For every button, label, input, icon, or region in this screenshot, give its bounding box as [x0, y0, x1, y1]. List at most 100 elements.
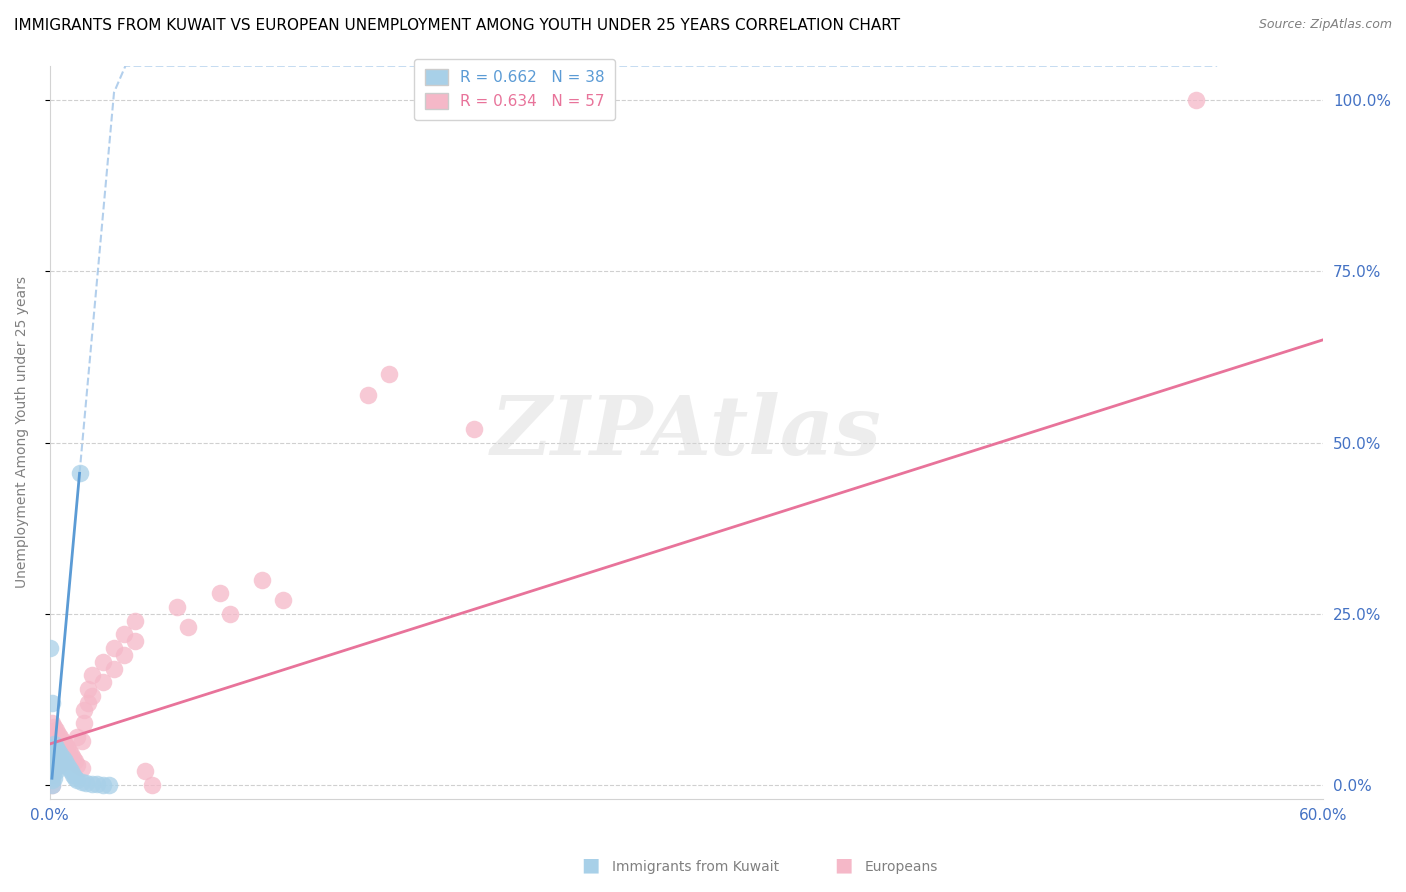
Point [62, 750, 84, 764]
Point [53, 750, 76, 764]
Point [357, 387, 380, 401]
Point [41, 747, 63, 762]
Point [38, 640, 60, 655]
Point [42, 761, 65, 775]
Point [141, 778, 163, 792]
Point [41, 772, 63, 787]
Point [65, 754, 87, 768]
Point [103, 640, 125, 655]
Point [42, 720, 65, 734]
Point [42, 737, 65, 751]
Point [378, 367, 401, 381]
Point [42, 744, 65, 758]
Point [41, 778, 63, 792]
Point [41, 744, 63, 758]
Point [52, 733, 75, 747]
Point [46, 750, 69, 764]
Point [463, 422, 485, 436]
Text: Source: ZipAtlas.com: Source: ZipAtlas.com [1258, 18, 1392, 31]
Point [53, 754, 76, 768]
Point [112, 627, 135, 641]
Point [177, 620, 200, 634]
Point [1185, 93, 1208, 107]
Point [58, 744, 80, 758]
Point [124, 634, 146, 648]
Point [53, 737, 76, 751]
Point [91, 778, 114, 792]
Point [86, 777, 108, 791]
Point [42, 771, 65, 785]
Point [49, 754, 72, 768]
Point [77, 682, 100, 697]
Point [77, 696, 100, 710]
Point [70, 761, 93, 775]
Point [42, 747, 65, 762]
Point [208, 586, 231, 600]
Point [49, 730, 72, 744]
Point [42, 764, 65, 779]
Point [70, 733, 93, 747]
Point [45, 740, 67, 755]
Point [42, 757, 65, 772]
Point [69, 467, 91, 481]
Point [70, 774, 93, 789]
Point [66, 730, 89, 744]
Point [45, 750, 67, 764]
Point [41, 730, 63, 744]
Point [82, 689, 104, 703]
Point [46, 754, 69, 768]
Point [60, 764, 83, 779]
Point [46, 727, 69, 741]
Point [82, 668, 104, 682]
Point [91, 675, 114, 690]
Text: Immigrants from Kuwait: Immigrants from Kuwait [612, 860, 779, 874]
Point [73, 703, 96, 717]
Point [219, 607, 242, 621]
Point [45, 737, 67, 751]
Point [166, 599, 188, 614]
Point [62, 768, 84, 782]
Text: IMMIGRANTS FROM KUWAIT VS EUROPEAN UNEMPLOYMENT AMONG YOUTH UNDER 25 YEARS CORRE: IMMIGRANTS FROM KUWAIT VS EUROPEAN UNEMP… [14, 18, 900, 33]
Point [124, 614, 146, 628]
Point [66, 757, 89, 772]
Point [41, 771, 63, 785]
Point [42, 733, 65, 747]
Point [91, 655, 114, 669]
Point [112, 648, 135, 662]
Point [46, 744, 69, 758]
Point [45, 754, 67, 768]
Point [42, 750, 65, 764]
Point [52, 750, 75, 764]
Point [250, 573, 273, 587]
Point [41, 754, 63, 768]
Point [41, 768, 63, 782]
Text: ■: ■ [581, 855, 600, 874]
Point [271, 593, 294, 607]
Point [49, 744, 72, 758]
Point [46, 740, 69, 755]
Point [41, 757, 63, 772]
Point [41, 696, 63, 710]
Point [41, 761, 63, 775]
Point [98, 778, 121, 792]
Legend: R = 0.662   N = 38, R = 0.634   N = 57: R = 0.662 N = 38, R = 0.634 N = 57 [413, 59, 616, 120]
Point [45, 764, 67, 779]
Point [45, 723, 67, 738]
Point [73, 716, 96, 731]
Point [103, 662, 125, 676]
Point [52, 747, 75, 762]
Point [49, 757, 72, 772]
Text: ■: ■ [834, 855, 853, 874]
Point [49, 747, 72, 762]
Point [60, 747, 83, 762]
Point [45, 747, 67, 762]
Point [65, 771, 87, 785]
Text: ZIPAtlas: ZIPAtlas [491, 392, 882, 472]
Point [82, 777, 104, 791]
Point [56, 754, 79, 768]
Point [66, 772, 89, 787]
Y-axis label: Unemployment Among Youth under 25 years: Unemployment Among Youth under 25 years [15, 277, 30, 588]
Point [58, 761, 80, 775]
Text: Europeans: Europeans [865, 860, 938, 874]
Point [134, 764, 156, 779]
